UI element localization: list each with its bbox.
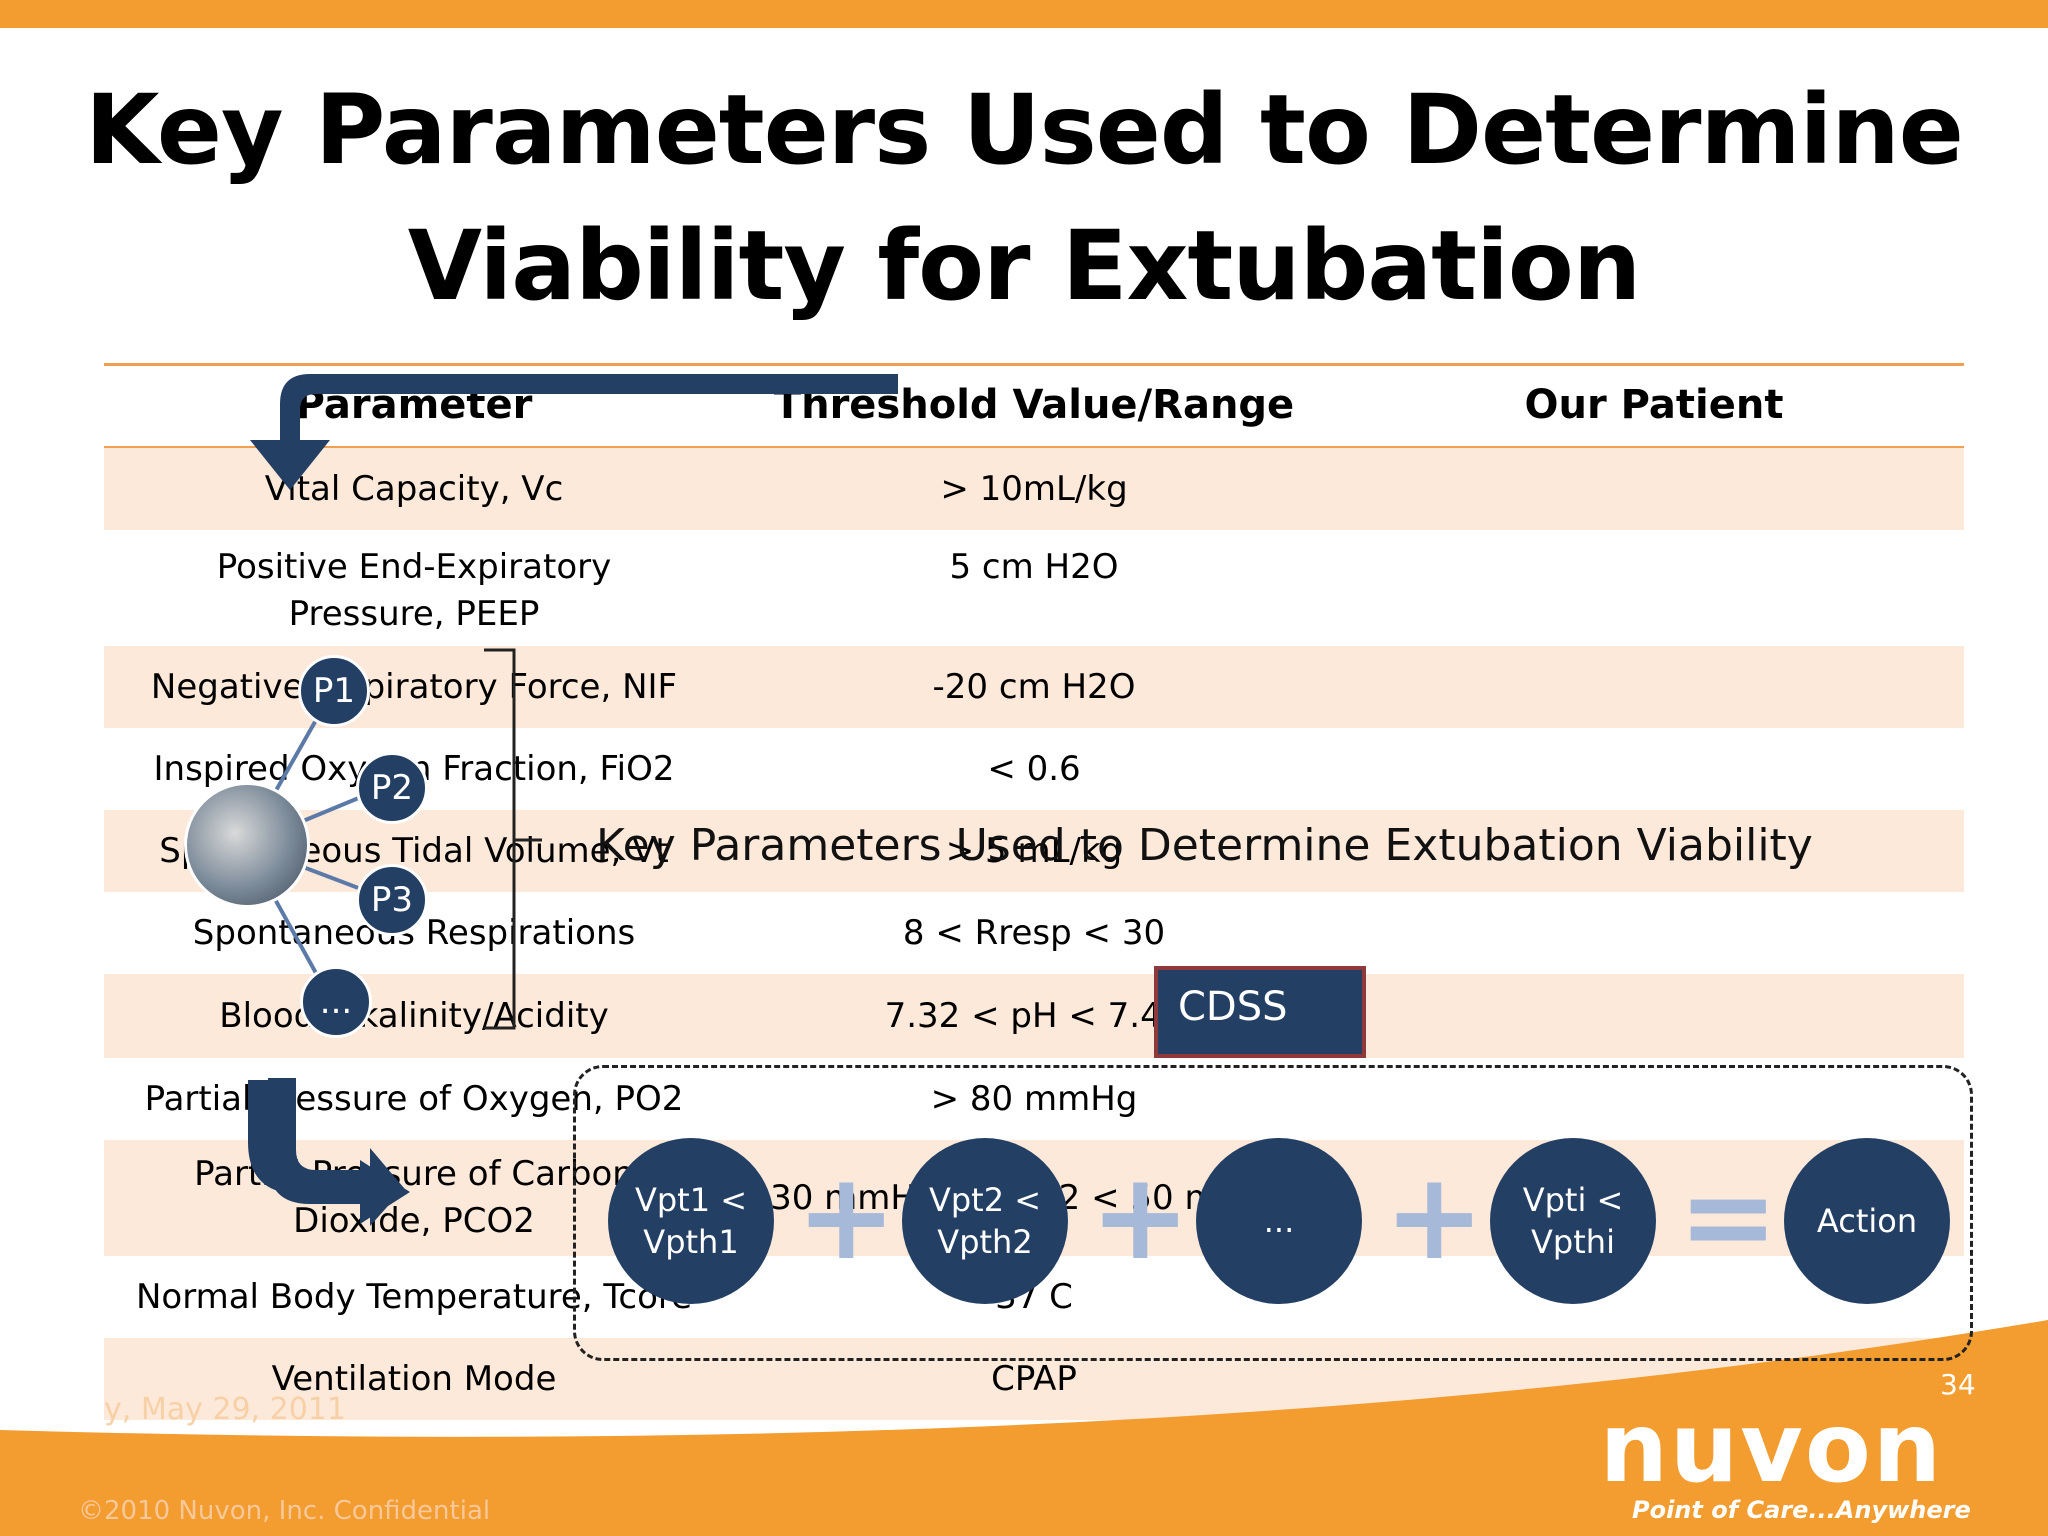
condition-label: Vpt1 < Vpth1	[634, 1181, 748, 1261]
cell-threshold: < 0.6	[987, 748, 1081, 789]
title-line-1: Key Parameters Used to Determine	[85, 74, 1964, 186]
condition-label: Vpti < Vpthi	[1522, 1181, 1624, 1261]
equation-frame	[573, 1065, 1973, 1361]
title-line-2: Viability for Extubation	[407, 210, 1641, 322]
condition-node-2: Vpt2 < Vpth2	[902, 1138, 1068, 1304]
plus-operator: +	[1090, 1148, 1191, 1287]
page-number: 34	[1940, 1368, 1976, 1401]
nuvon-logo: nuvon Point of Care...Anywhere	[1572, 1400, 1971, 1524]
table-row: Blood Alkalinity/Acidity 7.32 < pH < 7.4…	[104, 974, 1964, 1058]
param-node-p1: P1	[298, 655, 370, 727]
cell-threshold: CPAP	[991, 1358, 1077, 1399]
action-label: Action	[1816, 1202, 1918, 1240]
plus-operator: +	[1384, 1148, 1485, 1287]
condition-label: ...	[1263, 1202, 1295, 1240]
cell-threshold: > 80 mmHg	[930, 1078, 1138, 1119]
plus-operator: +	[796, 1148, 897, 1287]
table-header-rule	[104, 446, 1964, 449]
bottom-swoosh-shape	[0, 1320, 2048, 1450]
cell-parameter: Ventilation Mode	[271, 1358, 557, 1399]
cdss-box: CDSS	[1154, 966, 1366, 1058]
diagram-title: Key Parameters Used to Determine Extubat…	[596, 820, 1813, 871]
cell-threshold: 7.32 < pH < 7.48	[884, 995, 1184, 1036]
cell-parameter: Vital Capacity, Vc	[264, 468, 564, 509]
patient-photo	[184, 782, 310, 908]
cell-threshold: > 5 mL/kg	[945, 830, 1123, 871]
cell-threshold: > 10mL/kg	[940, 468, 1128, 509]
condition-label: Vpt2 < Vpth2	[928, 1181, 1042, 1261]
cell-parameter: Positive End-Expiratory Pressure, PEEP	[216, 547, 612, 634]
cell-threshold: 5 cm H2O	[949, 547, 1119, 587]
cell-threshold: 8 < Rresp < 30	[902, 912, 1166, 953]
logo-tagline: Point of Care...Anywhere	[1632, 1496, 1971, 1524]
table-row: Negative Inspiratory Force, NIF -20 cm H…	[104, 646, 1964, 728]
table-row: Normal Body Temperature, Tcore 37 C	[104, 1256, 1964, 1338]
condition-node-1: Vpt1 < Vpth1	[608, 1138, 774, 1304]
slide-title: Key Parameters Used to Determine Viabili…	[0, 62, 2048, 334]
slide-date: y, May 29, 2011	[104, 1392, 346, 1427]
action-node: Action	[1784, 1138, 1950, 1304]
cell-threshold: -20 cm H2O	[932, 666, 1136, 707]
equals-operator: =	[1678, 1148, 1779, 1287]
logo-wordmark: nuvon	[1599, 1392, 1944, 1504]
copyright-notice: ©2010 Nuvon, Inc. Confidential	[78, 1496, 491, 1526]
param-node-p2: P2	[356, 752, 428, 824]
bottom-accent-band	[0, 1442, 2048, 1536]
cell-parameter: Negative Inspiratory Force, NIF	[150, 666, 678, 707]
cell-parameter: Normal Body Temperature, Tcore	[135, 1276, 693, 1317]
header-our-patient: Our Patient	[1524, 381, 1784, 428]
table-row: Positive End-Expiratory Pressure, PEEP 5…	[104, 530, 1964, 646]
condition-node-i: Vpti < Vpthi	[1490, 1138, 1656, 1304]
param-node-p3: P3	[356, 864, 428, 936]
table-top-rule	[104, 363, 1964, 366]
param-node-more: ...	[300, 966, 372, 1038]
table-row: Vital Capacity, Vc > 10mL/kg	[104, 448, 1964, 530]
cell-parameter: Blood Alkalinity/Acidity	[219, 995, 609, 1036]
condition-node-more: ...	[1196, 1138, 1362, 1304]
top-accent-band	[0, 0, 2048, 28]
